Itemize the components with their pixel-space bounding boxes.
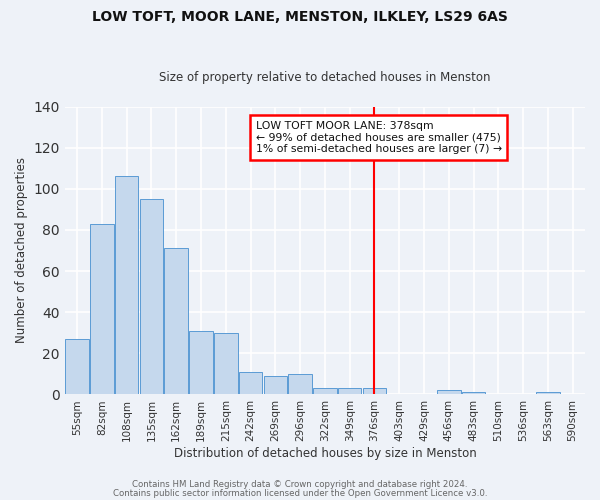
Bar [338,388,361,394]
Bar [189,330,213,394]
Bar [289,374,312,394]
Bar [164,248,188,394]
Bar [115,176,139,394]
Text: Contains HM Land Registry data © Crown copyright and database right 2024.: Contains HM Land Registry data © Crown c… [132,480,468,489]
Text: Contains public sector information licensed under the Open Government Licence v3: Contains public sector information licen… [113,488,487,498]
Text: LOW TOFT, MOOR LANE, MENSTON, ILKLEY, LS29 6AS: LOW TOFT, MOOR LANE, MENSTON, ILKLEY, LS… [92,10,508,24]
Title: Size of property relative to detached houses in Menston: Size of property relative to detached ho… [159,72,491,85]
Bar [65,339,89,394]
Y-axis label: Number of detached properties: Number of detached properties [15,158,28,344]
Text: LOW TOFT MOOR LANE: 378sqm
← 99% of detached houses are smaller (475)
1% of semi: LOW TOFT MOOR LANE: 378sqm ← 99% of deta… [256,121,502,154]
Bar [437,390,461,394]
X-axis label: Distribution of detached houses by size in Menston: Distribution of detached houses by size … [173,447,476,460]
Bar [214,333,238,394]
Bar [263,376,287,394]
Bar [90,224,114,394]
Bar [140,199,163,394]
Bar [462,392,485,394]
Bar [239,372,262,394]
Bar [362,388,386,394]
Bar [536,392,560,394]
Bar [313,388,337,394]
